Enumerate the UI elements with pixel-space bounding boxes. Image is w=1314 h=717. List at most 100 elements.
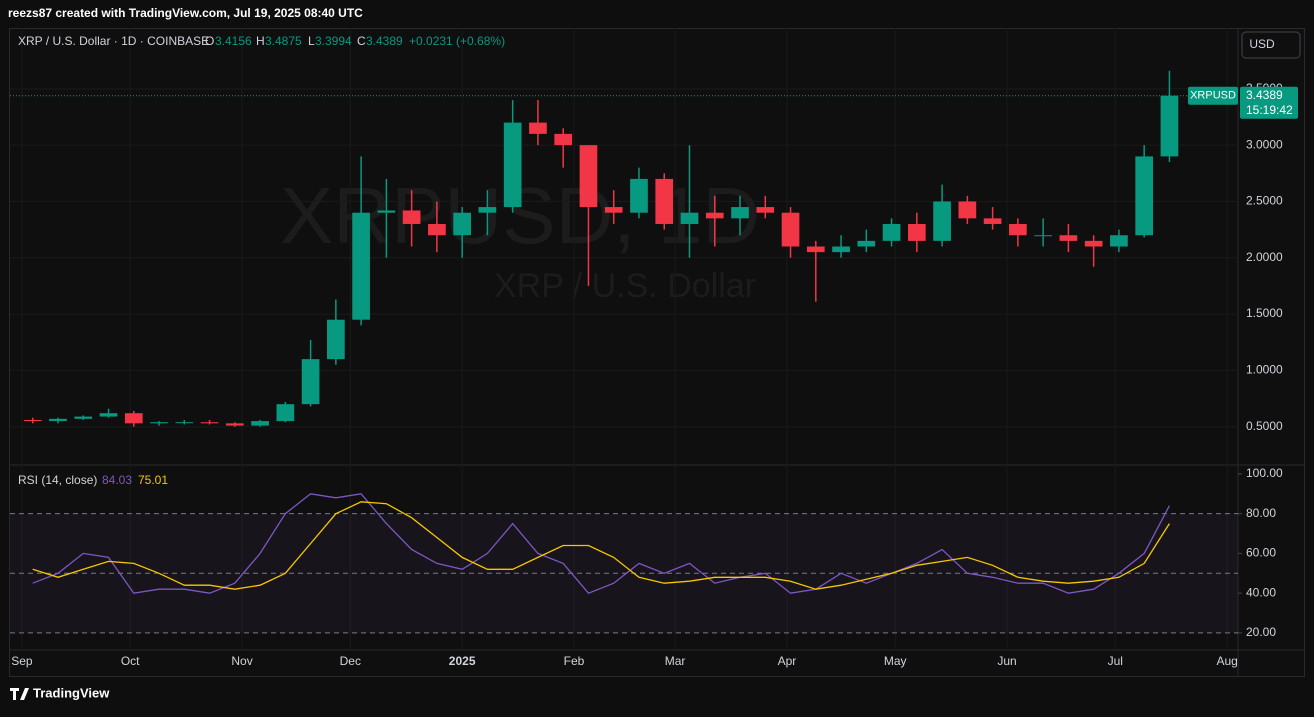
candle-body xyxy=(857,240,876,247)
candle-body xyxy=(49,418,67,422)
candle-body xyxy=(124,413,143,424)
candle-body xyxy=(680,212,699,224)
y-tick-label: 20.00 xyxy=(1246,625,1276,639)
candle-body xyxy=(23,419,42,422)
candle-body xyxy=(1110,235,1128,247)
candle-body xyxy=(352,212,370,320)
watermark-subtitle: XRP / U.S. Dollar xyxy=(494,267,756,305)
grid xyxy=(10,28,1238,650)
candle-body xyxy=(1135,156,1154,236)
candle-body xyxy=(983,218,1002,224)
candle-body xyxy=(554,133,573,146)
marks xyxy=(10,70,1238,594)
currency-label[interactable]: USD xyxy=(1249,37,1275,51)
x-tick-label: Nov xyxy=(231,654,252,668)
candle-body xyxy=(882,223,901,241)
candle-body xyxy=(478,207,497,213)
chart-frame xyxy=(9,28,1305,677)
candle-body xyxy=(1059,235,1078,241)
candle-body xyxy=(74,416,93,419)
candle-body xyxy=(756,207,775,213)
high-value: 3.4875 xyxy=(265,34,302,48)
currency-button[interactable] xyxy=(1241,31,1301,59)
x-tick-label: Feb xyxy=(564,654,585,668)
rsi-value: 84.03 xyxy=(102,473,132,487)
candle-body xyxy=(1084,240,1103,247)
y-tick-label: 1.5000 xyxy=(1246,306,1283,320)
x-tick-label: Apr xyxy=(778,654,797,668)
candle-body xyxy=(428,223,446,236)
candle-body xyxy=(225,423,244,426)
candle-body xyxy=(251,421,269,426)
candle-body xyxy=(781,212,800,247)
price-tag-value: 3.4389 xyxy=(1246,88,1283,102)
close-value: 3.4389 xyxy=(366,34,403,48)
candle-body xyxy=(832,246,850,253)
y-tick-label: 0.5000 xyxy=(1246,419,1283,433)
x-tick-label: Dec xyxy=(340,654,361,668)
x-tick-label: Oct xyxy=(121,654,140,668)
open-value: 3.4156 xyxy=(215,34,252,48)
candle-body xyxy=(301,359,320,405)
candle-body xyxy=(1160,95,1179,157)
change-value: +0.0231 (+0.68%) xyxy=(409,34,505,48)
candle-body xyxy=(327,319,345,360)
candle-body xyxy=(958,201,977,219)
x-tick-label: Jul xyxy=(1108,654,1123,668)
y-tick-label: 2.5000 xyxy=(1246,194,1283,208)
low-label: L xyxy=(308,34,315,48)
candle-body xyxy=(150,422,168,424)
y-tick-label: 80.00 xyxy=(1246,506,1276,520)
x-tick-label: Sep xyxy=(11,654,33,668)
y-tick-label: 1.0000 xyxy=(1246,363,1283,377)
x-tick-label: 2025 xyxy=(449,654,476,668)
brand: TradingView xyxy=(33,685,110,700)
candle-body xyxy=(579,145,598,208)
caption: reezs87 created with TradingView.com, Ju… xyxy=(8,6,363,20)
symbol-tag xyxy=(1188,86,1238,105)
candle-body xyxy=(377,210,396,213)
low-value: 3.3994 xyxy=(315,34,352,48)
x-tick-label: Mar xyxy=(665,654,686,668)
candle-body xyxy=(529,122,547,134)
candle-body xyxy=(705,212,724,219)
candle-body xyxy=(604,207,623,213)
symbol-title: XRP / U.S. Dollar · 1D · COINBASE xyxy=(18,34,209,48)
rsi-ma-value: 75.01 xyxy=(138,473,168,487)
candle-body xyxy=(453,212,471,236)
symbol-tag-label: XRPUSD xyxy=(1190,90,1236,102)
legend: XRP / U.S. Dollar · 1D · COINBASE O 3.41… xyxy=(18,34,505,487)
y-tick-label: 60.00 xyxy=(1246,546,1276,560)
candle-body xyxy=(907,223,926,241)
candle-body xyxy=(99,413,118,417)
x-tick-label: May xyxy=(884,654,907,668)
candle-body xyxy=(1034,235,1052,237)
price-tag-countdown: 15:19:42 xyxy=(1246,103,1293,117)
candle-body xyxy=(806,246,825,253)
rsi-title: RSI (14, close) xyxy=(18,473,97,487)
x-tick-label: Aug xyxy=(1216,654,1237,668)
high-label: H xyxy=(256,34,265,48)
candle-body xyxy=(276,404,295,422)
price-tag xyxy=(1240,86,1298,119)
rsi-line xyxy=(32,493,1170,594)
candle-body xyxy=(655,178,674,224)
candle-body xyxy=(402,210,421,224)
open-label: O xyxy=(205,34,214,48)
rsi-line xyxy=(32,501,1170,590)
candle-body xyxy=(731,207,749,219)
y-tick-label: 100.00 xyxy=(1246,466,1283,480)
close-label: C xyxy=(357,34,366,48)
brand-logo xyxy=(10,688,29,700)
candle-body xyxy=(630,178,648,213)
y-tick-label: 40.00 xyxy=(1246,585,1276,599)
candle-body xyxy=(200,422,219,424)
x-tick-label: Jun xyxy=(997,654,1016,668)
y-tick-label: 2.0000 xyxy=(1246,250,1283,264)
candle-body xyxy=(175,422,194,424)
candle-body xyxy=(1009,223,1027,236)
candle-body xyxy=(503,122,522,208)
y-tick-label: 3.0000 xyxy=(1246,137,1283,151)
